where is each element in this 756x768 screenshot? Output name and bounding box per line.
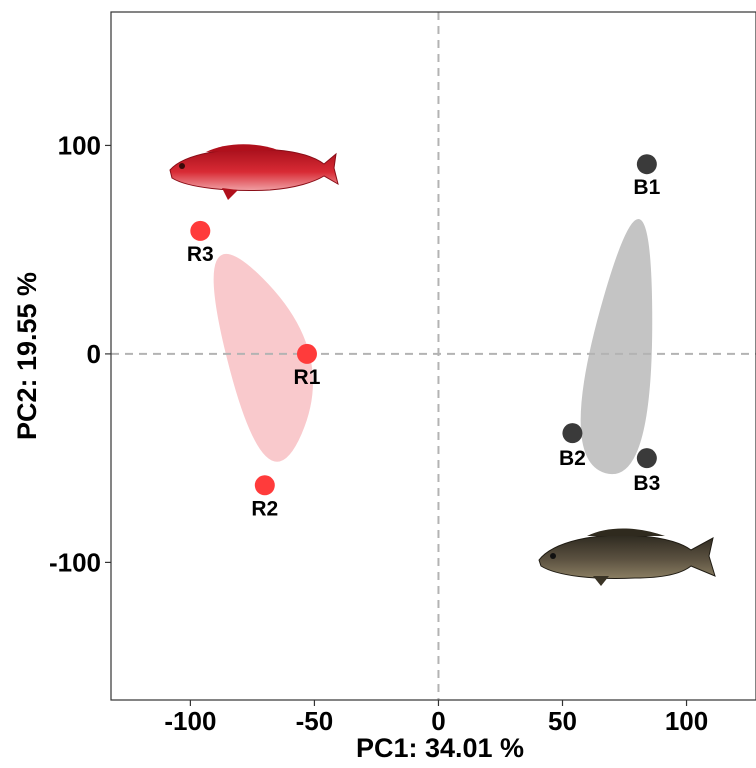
x-axis-title: PC1: 34.01 % — [356, 733, 524, 763]
point-label-r1: R1 — [294, 366, 321, 389]
point-label-b3: B3 — [633, 472, 660, 495]
dark-fish-image — [538, 528, 716, 586]
y-axis-title: PC2: 19.55 % — [12, 272, 42, 440]
y-tick-label: 0 — [87, 339, 101, 369]
y-axis-ticks: -100 0 100 — [49, 130, 111, 577]
point-r3 — [190, 220, 211, 241]
point-r1 — [296, 343, 317, 364]
point-b3 — [636, 448, 657, 469]
points-layer — [190, 154, 657, 496]
x-tick-label: 0 — [431, 706, 445, 736]
x-tick-label: -100 — [164, 706, 216, 736]
point-label-r3: R3 — [187, 243, 214, 266]
point-r2 — [254, 475, 275, 496]
group-hull-1 — [213, 253, 313, 462]
y-tick-label: 100 — [58, 130, 101, 160]
x-axis-ticks: -100 -50 0 50 100 — [164, 700, 708, 736]
x-tick-label: 100 — [665, 706, 708, 736]
plot-panel-border — [110, 11, 756, 701]
point-label-r2: R2 — [251, 497, 278, 520]
x-tick-label: 50 — [548, 706, 577, 736]
point-label-b2: B2 — [559, 447, 586, 470]
y-tick-label: -100 — [49, 547, 101, 577]
reference-lines — [111, 12, 756, 700]
point-b1 — [636, 154, 657, 175]
point-labels: R1 R2 R3 B1 B2 B3 — [187, 176, 661, 520]
point-label-b1: B1 — [633, 176, 660, 199]
red-fish-image — [169, 144, 339, 200]
hull-layer — [213, 218, 653, 475]
point-b2 — [562, 423, 583, 444]
group-hull-2 — [580, 218, 653, 475]
x-tick-label: -50 — [296, 706, 334, 736]
